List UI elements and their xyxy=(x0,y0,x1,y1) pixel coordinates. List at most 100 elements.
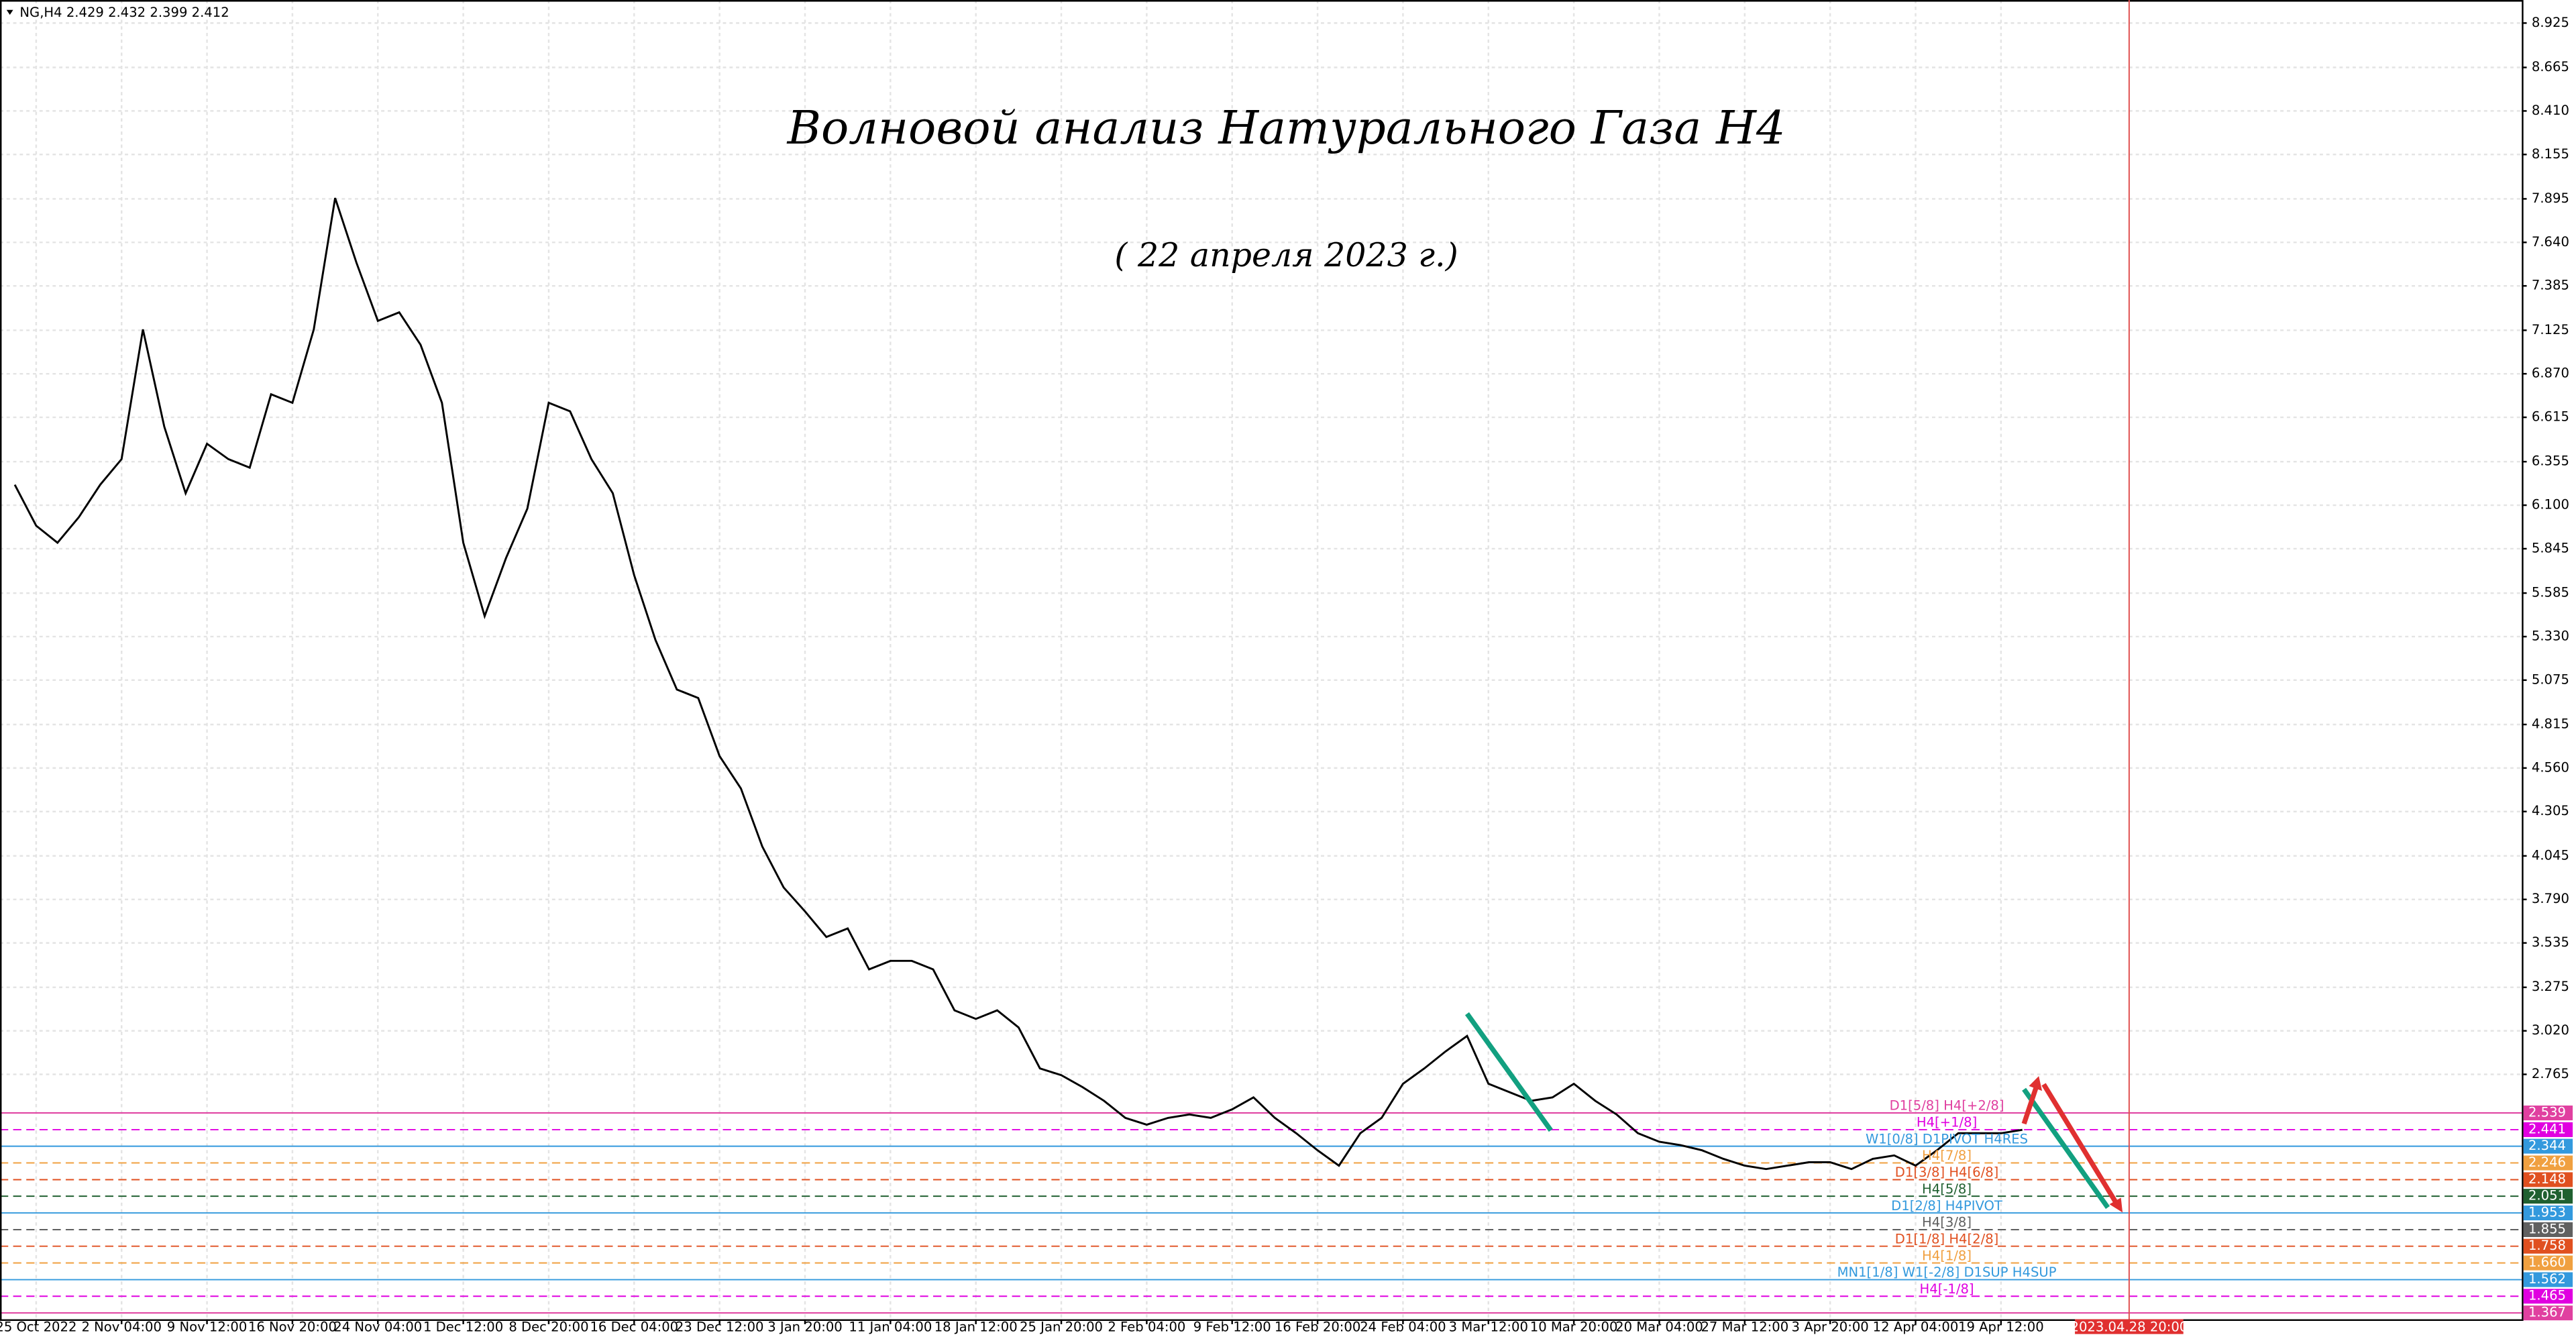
level-price-box xyxy=(2523,1305,2573,1321)
level-price-box xyxy=(2523,1206,2573,1221)
level-label: D1[5/8] H4[+2/8] xyxy=(1890,1098,2004,1114)
y-tick-label: 8.665 xyxy=(2532,59,2569,74)
level-label: MN1[1/8] W1[-2/8] D1SUP H4SUP xyxy=(1837,1265,2057,1280)
chart-title: Волновой анализ Натурального Газа H4 xyxy=(786,101,1786,155)
y-tick-label: 6.870 xyxy=(2532,366,2569,381)
y-tick-label: 7.125 xyxy=(2532,322,2569,337)
y-tick-label: 4.045 xyxy=(2532,847,2569,863)
x-tick-label: 2 Feb 04:00 xyxy=(1108,1319,1185,1334)
y-tick-label: 4.305 xyxy=(2532,803,2569,818)
level-label: H4[-1/8] xyxy=(1920,1281,1974,1297)
trend-line xyxy=(1464,1012,1553,1132)
trend-line xyxy=(2022,1087,2110,1210)
y-tick-label: 6.355 xyxy=(2532,453,2569,469)
header: NG,H4 2.429 2.432 2.399 2.412 xyxy=(19,5,229,20)
level-label: H4[5/8] xyxy=(1922,1181,1972,1197)
x-tick-label: 2 Nov 04:00 xyxy=(81,1319,162,1334)
y-tick-label: 7.895 xyxy=(2532,191,2569,206)
level-price-box xyxy=(2523,1255,2573,1271)
level-price-box xyxy=(2523,1189,2573,1204)
level-price: 1.562 xyxy=(2528,1271,2566,1287)
header-arrow xyxy=(6,9,13,15)
x-tick-label: 24 Feb 04:00 xyxy=(1360,1319,1446,1334)
level-price: 2.051 xyxy=(2528,1188,2566,1203)
level-price-box xyxy=(2523,1138,2573,1154)
y-tick-label: 8.925 xyxy=(2532,15,2569,30)
plot-frame xyxy=(0,0,2524,1322)
y-tick-label: 6.615 xyxy=(2532,409,2569,425)
y-tick-label: 5.585 xyxy=(2532,585,2569,600)
x-tick-label: 3 Jan 20:00 xyxy=(767,1319,843,1334)
x-tick-label: 20 Mar 04:00 xyxy=(1615,1319,1703,1334)
level-price: 1.758 xyxy=(2528,1238,2566,1253)
x-tick-label: 24 Nov 04:00 xyxy=(333,1319,422,1334)
x-tick-label: 9 Nov 12:00 xyxy=(167,1319,248,1334)
x-tick-label: 25 Oct 2022 xyxy=(0,1319,76,1334)
level-price: 2.246 xyxy=(2528,1155,2566,1170)
level-price-box xyxy=(2523,1105,2573,1121)
y-tick-label: 4.560 xyxy=(2532,759,2569,775)
y-tick-label: 7.385 xyxy=(2532,278,2569,293)
price-line xyxy=(13,197,2023,1171)
y-tick-label: 7.640 xyxy=(2532,234,2569,250)
level-label: D1[3/8] H4[6/8] xyxy=(1895,1165,1999,1180)
y-tick-label: 3.275 xyxy=(2532,979,2569,994)
level-price-box xyxy=(2523,1289,2573,1304)
x-tick-label: 16 Nov 20:00 xyxy=(248,1319,337,1334)
y-tick-label: 5.845 xyxy=(2532,540,2569,555)
x-tick-label: 12 Apr 04:00 xyxy=(1873,1319,1959,1334)
y-tick-label: 8.155 xyxy=(2532,146,2569,162)
x-tick-label: 9 Feb 12:00 xyxy=(1193,1319,1271,1334)
x-tick-label: 8 Dec 20:00 xyxy=(508,1319,588,1334)
arrow-head xyxy=(2029,1076,2043,1091)
level-label: H4[+1/8] xyxy=(1917,1115,1977,1130)
level-label: H4[7/8] xyxy=(1922,1148,1972,1163)
level-price: 1.465 xyxy=(2528,1288,2566,1303)
y-tick-label: 4.815 xyxy=(2532,716,2569,731)
level-price-box xyxy=(2523,1272,2573,1287)
x-tick-label: 23 Dec 12:00 xyxy=(676,1319,764,1334)
grid xyxy=(0,0,2522,1320)
level-price: 2.148 xyxy=(2528,1171,2566,1187)
level-label: H4[1/8] xyxy=(1922,1248,1972,1263)
level-price: 1.953 xyxy=(2528,1205,2566,1220)
time-marker-box xyxy=(2075,1319,2184,1334)
y-tick-label: 5.075 xyxy=(2532,672,2569,687)
level-label: H4[3/8] xyxy=(1922,1215,1972,1230)
x-tick-label: 27 Mar 12:00 xyxy=(1701,1319,1788,1334)
level-price-box xyxy=(2523,1222,2573,1238)
y-tick-label: 5.330 xyxy=(2532,628,2569,643)
drawings xyxy=(1464,1012,2123,1213)
chart-subtitle: ( 22 апреля 2023 г.) xyxy=(1114,236,1458,274)
level-label: D1[2/8] H4PIVOT xyxy=(1891,1198,2003,1214)
x-tick-label: 18 Jan 12:00 xyxy=(934,1319,1018,1334)
level-price-box xyxy=(2523,1155,2573,1171)
x-tick-label: 16 Feb 20:00 xyxy=(1275,1319,1360,1334)
level-price: 2.441 xyxy=(2528,1121,2566,1136)
level-price-box xyxy=(2523,1172,2573,1187)
arrow-head xyxy=(2109,1197,2123,1213)
time-marker-label: 2023.04.28 20:00 xyxy=(2071,1319,2188,1334)
y-tick-label: 3.020 xyxy=(2532,1022,2569,1038)
level-price: 1.367 xyxy=(2528,1305,2566,1320)
x-tick-label: 16 Dec 04:00 xyxy=(590,1319,678,1334)
level-price-box xyxy=(2523,1122,2573,1137)
x-tick-label: 3 Apr 20:00 xyxy=(1792,1319,1869,1334)
levels xyxy=(0,1112,2522,1314)
x-tick-label: 11 Jan 04:00 xyxy=(849,1319,932,1334)
y-tick-label: 6.100 xyxy=(2532,497,2569,513)
y-tick-label: 2.765 xyxy=(2532,1066,2569,1081)
level-label: D1[1/8] H4[2/8] xyxy=(1895,1231,1999,1246)
level-price: 2.539 xyxy=(2528,1104,2566,1120)
x-tick-label: 19 Apr 12:00 xyxy=(1958,1319,2044,1334)
level-price: 1.660 xyxy=(2528,1254,2566,1270)
x-tick-label: 10 Mar 20:00 xyxy=(1530,1319,1618,1334)
level-price: 1.855 xyxy=(2528,1222,2566,1237)
plot xyxy=(13,197,2023,1171)
level-price-box xyxy=(2523,1238,2573,1254)
y-tick-label: 3.790 xyxy=(2532,891,2569,906)
level-label: W1[0/8] D1PIVOT H4RES xyxy=(1866,1131,2028,1146)
level-price: 2.344 xyxy=(2528,1138,2566,1153)
